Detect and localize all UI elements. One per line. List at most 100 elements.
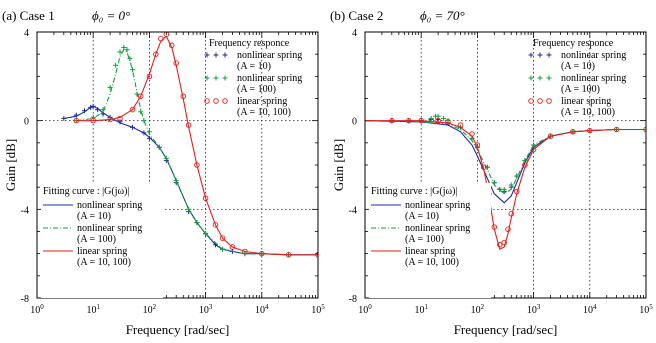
y-tick-label: -8 bbox=[349, 294, 357, 305]
legend-fit-sublabel: (A = 100) bbox=[405, 234, 444, 245]
x-tick-label: 102 bbox=[471, 303, 485, 316]
data-point-nl100 bbox=[491, 180, 497, 186]
data-point-lin bbox=[405, 117, 412, 124]
data-point-nl10 bbox=[95, 107, 101, 113]
x-tick-label: 102 bbox=[143, 303, 157, 316]
legend-marker-nl100 bbox=[528, 75, 534, 81]
legend-measured-title: Frequency responce bbox=[209, 38, 290, 49]
data-point-lin bbox=[146, 73, 153, 80]
legend-marker-nl10 bbox=[222, 52, 228, 58]
x-tick-label: 101 bbox=[414, 303, 428, 316]
data-point-nl100 bbox=[514, 173, 520, 179]
data-point-nl100 bbox=[107, 84, 113, 90]
chart-panel-1: 100 101 102 103 104 105 -8 -4 0 4 Frequency [rad/s… bbox=[2, 8, 325, 337]
x-tick-label: 105 bbox=[639, 303, 653, 316]
legend-measured-sublabel: (A = 10) bbox=[561, 61, 595, 72]
data-point-lin bbox=[513, 188, 520, 195]
data-point-nl100 bbox=[121, 45, 127, 51]
y-tick-label: -4 bbox=[21, 205, 29, 216]
data-point-lin bbox=[508, 211, 514, 217]
x-tick-label: 100 bbox=[358, 303, 372, 316]
data-point-lin bbox=[389, 117, 395, 124]
data-point-nl10 bbox=[129, 124, 135, 130]
legend-measured-label: linear spring bbox=[237, 96, 287, 107]
legend-marker-nl100 bbox=[204, 75, 210, 81]
legend-marker-lin bbox=[222, 98, 228, 104]
data-point-nl100 bbox=[113, 62, 119, 68]
data-point-nl100 bbox=[522, 158, 528, 164]
legend-marker-nl10 bbox=[213, 52, 219, 58]
y-tick-label: -8 bbox=[21, 294, 29, 305]
legend-measured-label: nonlinear spring bbox=[237, 73, 302, 84]
data-point-lin bbox=[153, 51, 159, 57]
panel-phi-label: ϕ₀ = 70° bbox=[420, 8, 465, 23]
x-axis-label: Frequency [rad/sec] bbox=[454, 322, 558, 337]
x-tick-label: 104 bbox=[255, 303, 269, 316]
data-point-nl100 bbox=[173, 178, 179, 184]
data-point-nl100 bbox=[163, 155, 169, 161]
legend-fit: Fitting curve : |G(jω)|nonlinear spring(… bbox=[41, 183, 163, 298]
data-point-lin bbox=[117, 115, 123, 122]
legend-measured-label: nonlinear spring bbox=[561, 50, 626, 61]
data-point-nl100 bbox=[124, 47, 130, 53]
x-tick-label: 104 bbox=[583, 303, 597, 316]
data-point-lin bbox=[229, 244, 236, 250]
data-point-nl100 bbox=[129, 67, 135, 73]
legend-marker-nl10 bbox=[204, 52, 210, 58]
data-point-lin bbox=[643, 126, 646, 133]
data-point-nl100 bbox=[484, 164, 490, 170]
data-point-nl100 bbox=[435, 113, 441, 119]
data-point-lin bbox=[445, 119, 451, 125]
data-point-nl10 bbox=[81, 108, 87, 114]
legend-measured-sublabel: (A = 10, 100) bbox=[561, 107, 615, 118]
data-point-lin bbox=[285, 252, 292, 258]
x-tick-label: 103 bbox=[527, 303, 541, 316]
data-point-lin bbox=[613, 126, 620, 133]
data-point-nl100 bbox=[428, 115, 434, 121]
data-point-nl100 bbox=[127, 56, 133, 62]
data-point-nl100 bbox=[117, 49, 123, 55]
data-point-lin bbox=[202, 195, 209, 201]
data-point-lin bbox=[587, 127, 593, 134]
grid bbox=[37, 32, 318, 298]
data-point-lin bbox=[501, 239, 507, 246]
fit-curve-lin bbox=[365, 120, 646, 250]
data-point-nl100 bbox=[134, 91, 140, 97]
data-point-lin bbox=[73, 117, 80, 124]
data-point-lin bbox=[163, 32, 170, 37]
data-point-lin bbox=[481, 164, 487, 170]
legend-fit-sublabel: (A = 100) bbox=[77, 234, 116, 245]
x-axis-label: Frequency [rad/sec] bbox=[126, 322, 230, 337]
legend-fit-sublabel: (A = 10, 100) bbox=[77, 257, 131, 268]
y-tick-label: 4 bbox=[24, 28, 29, 39]
data-point-lin bbox=[522, 162, 528, 168]
x-tick-label: 100 bbox=[30, 303, 44, 316]
y-tick-label: 0 bbox=[24, 117, 29, 128]
data-point-lin bbox=[212, 222, 219, 228]
data-point-nl100 bbox=[141, 118, 147, 124]
legend-marker-lin bbox=[213, 98, 219, 104]
data-point-nl10 bbox=[146, 135, 152, 141]
chart-panel-2: 100 101 102 103 104 105 -8 -4 0 4 Frequency [rad/s… bbox=[330, 8, 653, 337]
legend-marker-nl100 bbox=[222, 75, 228, 81]
legend-measured-label: nonlinear spring bbox=[237, 50, 302, 61]
data-point-lin bbox=[570, 128, 576, 135]
legend-fit: Fitting curve : |G(jω)|nonlinear spring(… bbox=[369, 183, 491, 298]
data-point-lin bbox=[158, 35, 164, 42]
legend-marker-lin bbox=[537, 98, 543, 104]
data-point-lin bbox=[418, 117, 424, 124]
legend-measured-sublabel: (A = 10) bbox=[237, 61, 271, 72]
data-point-nl10 bbox=[73, 112, 79, 118]
legend-measured-title: Frequency responce bbox=[533, 38, 614, 49]
data-point-nl100 bbox=[138, 109, 144, 115]
data-point-nl100 bbox=[194, 220, 200, 226]
data-point-lin bbox=[129, 106, 136, 113]
data-point-lin bbox=[259, 250, 265, 257]
legend-measured-sublabel: (A = 100) bbox=[561, 84, 600, 95]
data-point-nl100 bbox=[531, 142, 537, 148]
legend-marker-lin bbox=[528, 98, 534, 104]
plot-frame bbox=[36, 31, 319, 299]
panel-title: (a) Case 1 bbox=[2, 8, 55, 23]
